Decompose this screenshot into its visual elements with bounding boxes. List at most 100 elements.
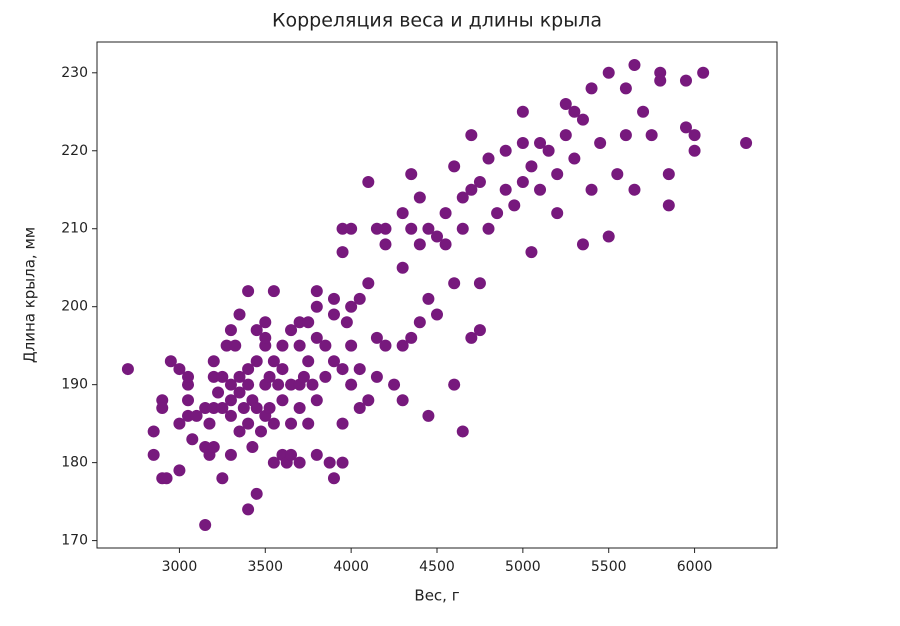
point	[465, 183, 478, 196]
point	[203, 417, 216, 430]
point	[336, 246, 349, 259]
point	[345, 378, 358, 391]
point	[302, 316, 315, 329]
point	[688, 129, 701, 142]
y-axis-label: Длина крыла, мм	[21, 227, 39, 363]
point	[345, 300, 358, 313]
point	[242, 378, 255, 391]
point	[679, 74, 692, 87]
point	[207, 355, 220, 368]
point	[259, 331, 272, 344]
point	[362, 175, 375, 188]
point	[276, 363, 289, 376]
point	[679, 121, 692, 134]
point	[310, 300, 323, 313]
y-tick-label: 190	[61, 377, 88, 393]
y-tick-label: 200	[61, 299, 88, 315]
point	[585, 183, 598, 196]
point	[439, 207, 452, 220]
point	[207, 402, 220, 415]
y-tick-label: 220	[61, 143, 88, 159]
point	[242, 285, 255, 298]
point	[164, 355, 177, 368]
point	[173, 363, 186, 376]
point	[336, 456, 349, 469]
point	[353, 402, 366, 415]
point	[422, 292, 435, 305]
point	[362, 277, 375, 290]
point	[439, 238, 452, 251]
x-tick-label: 5500	[591, 559, 627, 575]
point	[199, 519, 212, 531]
point	[499, 183, 512, 196]
chart-title: Корреляция веса и длины крыла	[272, 10, 602, 32]
point	[212, 386, 225, 399]
point	[263, 370, 276, 383]
point	[637, 105, 650, 118]
point	[310, 448, 323, 461]
point	[267, 456, 280, 469]
point	[576, 238, 589, 251]
point	[233, 386, 246, 399]
point	[431, 230, 443, 243]
point	[422, 222, 435, 235]
x-tick-label: 4000	[333, 559, 369, 575]
point	[568, 105, 581, 118]
point	[491, 207, 504, 220]
point	[285, 378, 298, 391]
point	[147, 448, 160, 461]
point	[396, 339, 409, 352]
point	[413, 316, 426, 329]
point	[216, 402, 229, 415]
point	[611, 168, 624, 181]
point	[327, 472, 340, 485]
point	[585, 82, 598, 95]
point	[319, 370, 332, 383]
point	[182, 394, 195, 407]
point	[405, 168, 418, 181]
point	[345, 222, 358, 235]
plot-frame	[96, 41, 778, 549]
point	[654, 74, 667, 87]
point	[619, 82, 632, 95]
point	[534, 183, 547, 196]
y-tick-label: 210	[61, 221, 88, 237]
x-tick-label: 5000	[505, 559, 541, 575]
point	[233, 308, 246, 321]
x-tick-label: 3500	[247, 559, 283, 575]
point	[465, 331, 478, 344]
point	[246, 441, 259, 454]
point	[396, 207, 409, 220]
point	[156, 402, 169, 415]
point	[473, 277, 486, 290]
point	[242, 503, 255, 516]
point	[559, 97, 572, 110]
point	[242, 363, 255, 376]
point	[379, 222, 392, 235]
point	[551, 207, 564, 220]
point	[431, 308, 443, 321]
point	[551, 168, 564, 181]
point	[370, 222, 383, 235]
point	[216, 472, 229, 485]
point	[310, 285, 323, 298]
point	[327, 308, 340, 321]
point	[276, 394, 289, 407]
point	[405, 222, 418, 235]
point	[267, 285, 280, 298]
point	[740, 136, 753, 149]
point	[568, 152, 581, 165]
point	[516, 136, 529, 149]
point	[542, 144, 555, 157]
point	[237, 402, 250, 415]
point	[224, 324, 237, 337]
point	[190, 409, 203, 422]
point	[285, 324, 298, 337]
point	[220, 339, 233, 352]
point	[559, 129, 572, 142]
point	[310, 394, 323, 407]
point	[267, 417, 280, 430]
point	[263, 402, 276, 415]
point	[259, 316, 272, 329]
point	[160, 472, 173, 485]
